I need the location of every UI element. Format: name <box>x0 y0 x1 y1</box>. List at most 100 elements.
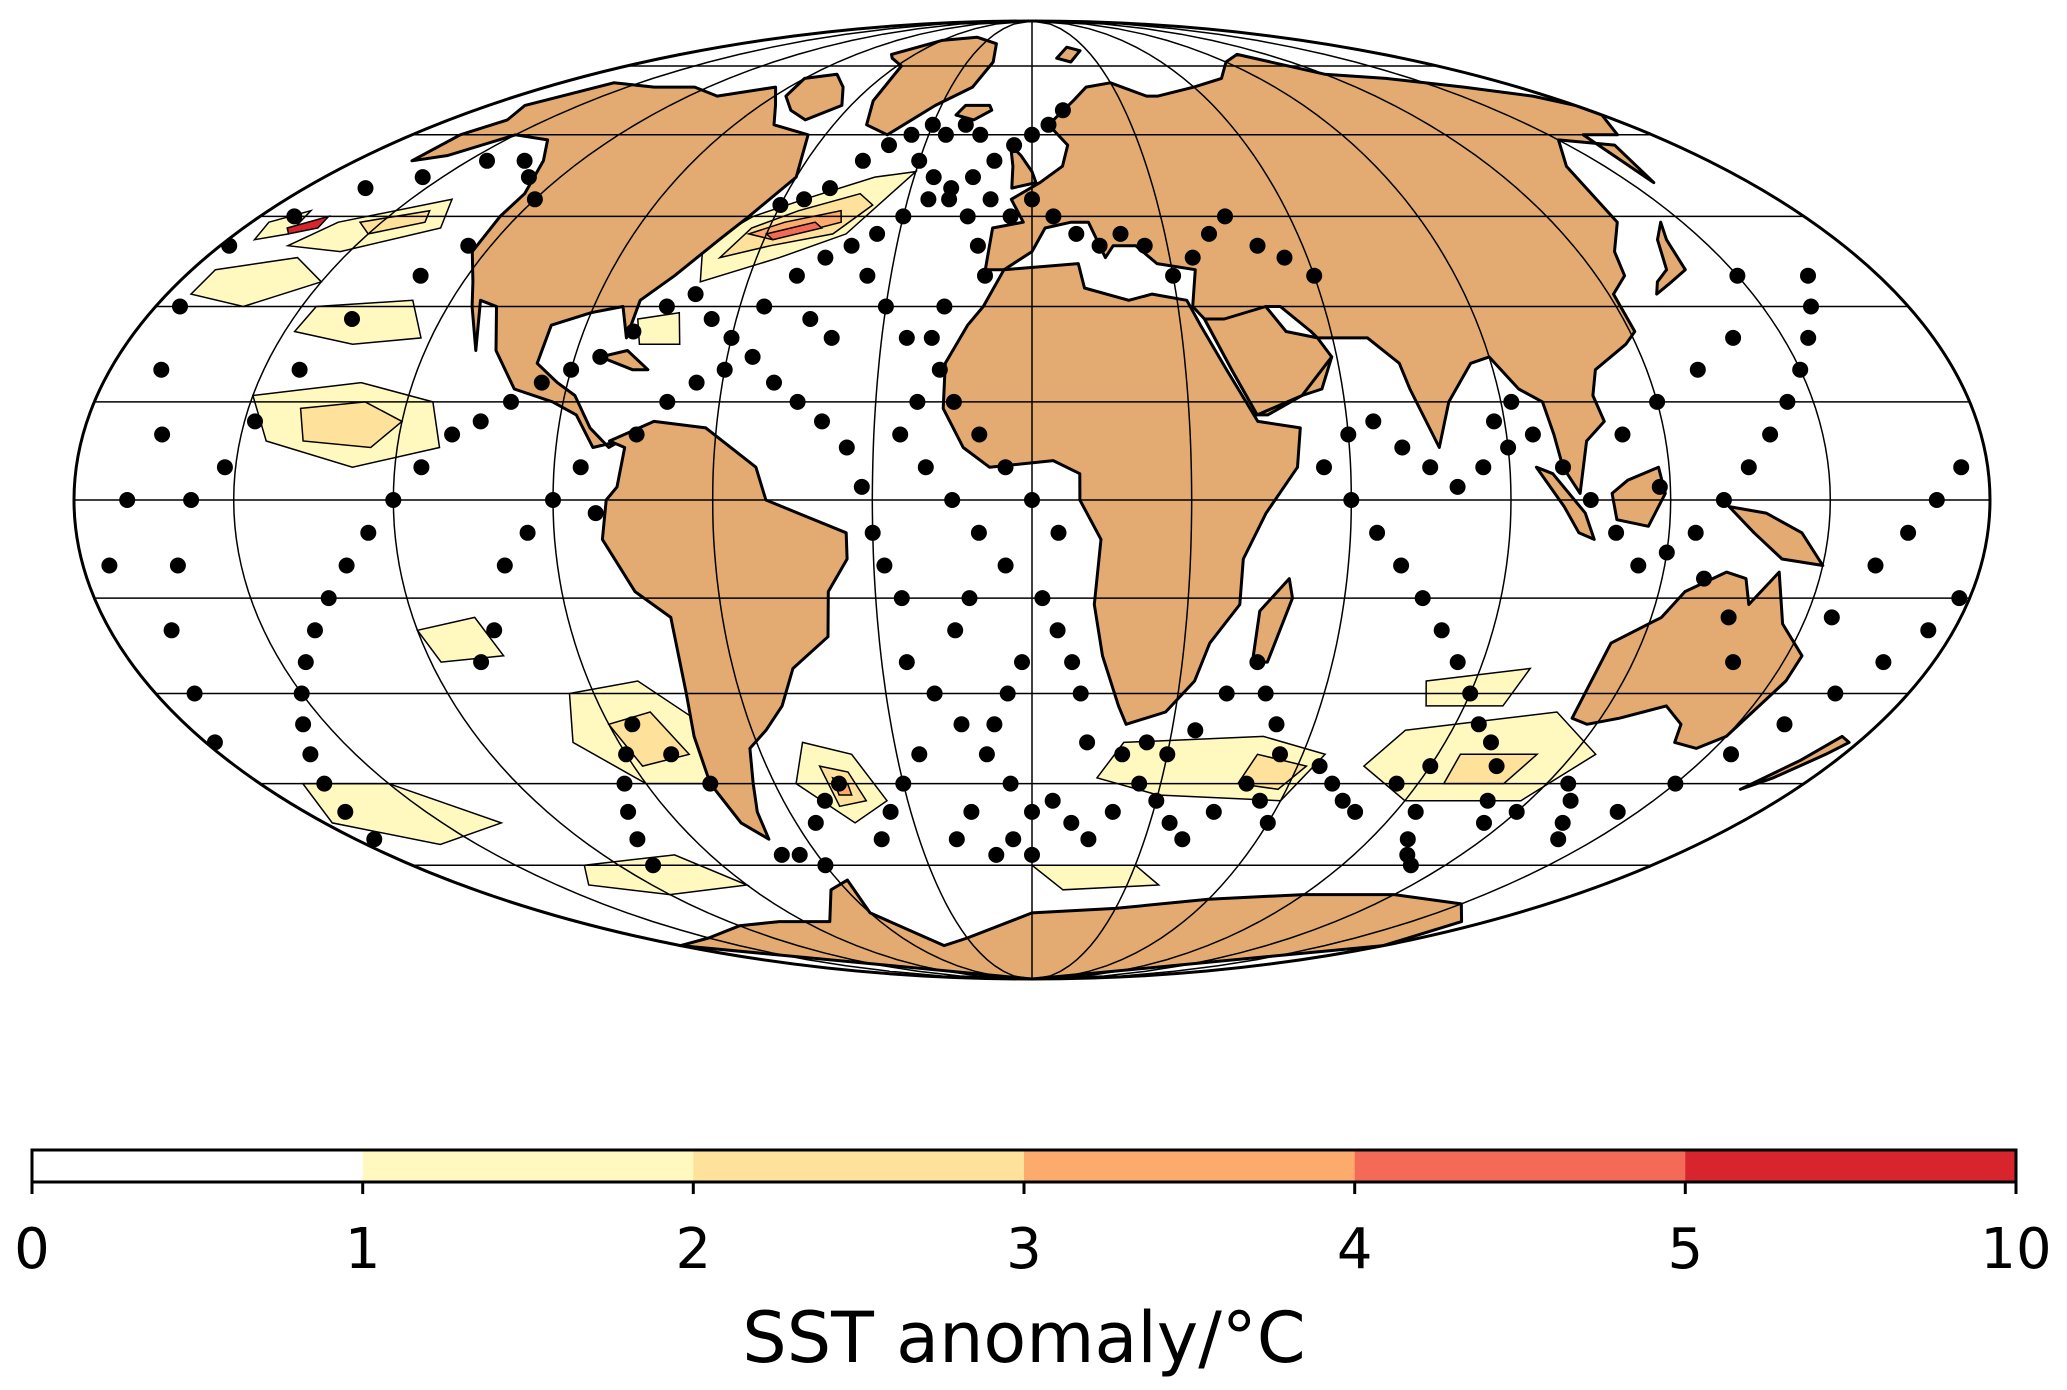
station-dot <box>892 426 909 443</box>
station-dot <box>936 298 953 315</box>
station-dot <box>1715 492 1732 508</box>
station-dot <box>1063 814 1080 831</box>
station-dot <box>385 492 402 508</box>
station-dot <box>1131 775 1148 792</box>
station-dot <box>789 393 806 410</box>
station-dot <box>1729 267 1746 284</box>
station-dot <box>1114 746 1131 763</box>
station-dot <box>1399 831 1416 848</box>
station-dot <box>1161 814 1178 831</box>
land-cuba <box>598 349 650 372</box>
station-dot <box>414 169 431 186</box>
station-dot <box>320 590 337 607</box>
colorbar-segments <box>32 1150 2017 1182</box>
station-dot <box>286 208 303 225</box>
colorbar-segment <box>693 1150 1025 1182</box>
station-dot <box>1476 814 1492 831</box>
station-dot <box>119 492 136 508</box>
station-dot <box>1696 570 1712 587</box>
station-dot <box>970 524 987 541</box>
station-dot <box>486 622 503 639</box>
station-dot <box>931 361 948 378</box>
station-dot <box>1689 361 1706 378</box>
station-dot <box>923 329 940 346</box>
anomaly-contour-level-2 <box>1236 753 1309 791</box>
station-dot <box>516 152 533 169</box>
station-dot <box>1867 557 1884 574</box>
station-dot <box>1792 361 1809 378</box>
station-dot <box>1953 459 1970 476</box>
station-dot <box>1550 831 1567 848</box>
station-dot <box>1483 734 1499 751</box>
station-dot <box>1079 734 1096 751</box>
land-australia <box>1570 570 1804 750</box>
station-dot <box>1024 846 1040 863</box>
station-dot <box>723 329 740 346</box>
station-dot <box>316 775 333 792</box>
station-dot <box>291 361 308 378</box>
station-dot <box>1582 492 1599 508</box>
station-dot <box>969 237 986 254</box>
station-dot <box>816 792 833 809</box>
station-dot <box>412 267 429 284</box>
station-dot <box>895 775 912 792</box>
colorbar-tick-label: 3 <box>1006 1217 1042 1282</box>
station-dot <box>1554 814 1571 831</box>
station-dot <box>460 237 477 254</box>
station-dot <box>183 492 200 508</box>
station-dot <box>1508 803 1525 820</box>
station-dot <box>876 557 893 574</box>
station-dot <box>1608 524 1625 541</box>
station-dot <box>1249 654 1266 671</box>
station-dot <box>1002 208 1019 225</box>
station-dot <box>1630 557 1647 574</box>
station-dot <box>822 180 838 197</box>
station-dot <box>1024 492 1040 508</box>
station-dot <box>1614 426 1631 443</box>
station-dot <box>519 524 536 541</box>
station-dot <box>659 393 676 410</box>
station-dot <box>917 459 934 476</box>
station-dot <box>853 478 870 495</box>
station-dot <box>1823 609 1840 626</box>
station-dot <box>1488 758 1505 775</box>
anomaly-contour-level-1 <box>189 256 323 308</box>
land-svalbard <box>1055 45 1082 64</box>
anomaly-contour-level-1 <box>416 616 505 663</box>
station-dot <box>1005 831 1022 848</box>
station-dot <box>1365 413 1382 430</box>
station-dot <box>1900 524 1917 541</box>
station-dot <box>702 775 719 792</box>
station-dot <box>963 803 980 820</box>
station-dot <box>1800 329 1817 346</box>
station-dot <box>1609 803 1626 820</box>
station-dot <box>688 374 705 391</box>
station-dot <box>986 152 1003 169</box>
station-dot <box>773 846 790 863</box>
station-dot <box>1725 329 1742 346</box>
station-dot <box>953 716 970 733</box>
station-dot <box>1651 478 1668 495</box>
station-dot <box>893 590 910 607</box>
land-indonesia-1 <box>1534 465 1596 541</box>
station-dot <box>877 298 894 315</box>
station-dot <box>1560 775 1577 792</box>
station-dot <box>1725 654 1742 671</box>
station-dot <box>297 654 314 671</box>
station-dot <box>472 413 489 430</box>
station-dot <box>791 846 808 863</box>
station-dot <box>971 426 988 443</box>
station-dot <box>1174 831 1191 848</box>
station-dot <box>1276 249 1293 266</box>
station-dot <box>1524 426 1541 443</box>
station-dot <box>864 524 881 541</box>
land-antarctica <box>679 878 1464 979</box>
station-dot <box>1072 685 1089 702</box>
station-dot <box>496 557 513 574</box>
station-dot <box>947 622 964 639</box>
station-dot <box>1928 492 1945 508</box>
station-dot <box>1470 716 1487 733</box>
station-dot <box>957 116 974 133</box>
graticule <box>74 21 1990 979</box>
